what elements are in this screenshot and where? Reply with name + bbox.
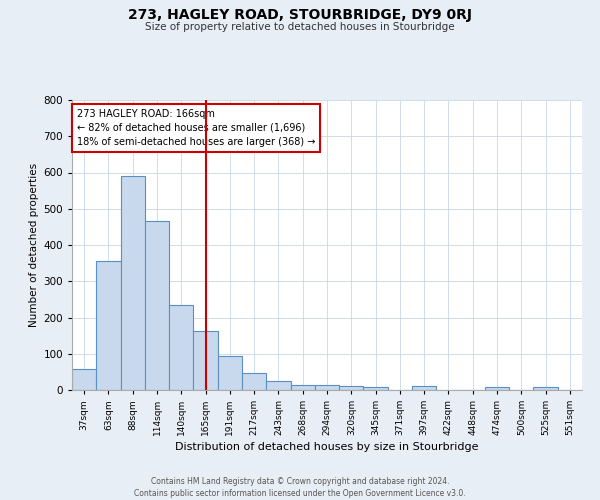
Bar xyxy=(485,387,509,390)
Bar xyxy=(218,356,242,390)
Bar xyxy=(193,332,218,390)
Bar xyxy=(364,388,388,390)
Text: Size of property relative to detached houses in Stourbridge: Size of property relative to detached ho… xyxy=(145,22,455,32)
Bar xyxy=(315,384,339,390)
Bar xyxy=(169,305,193,390)
Bar xyxy=(96,262,121,390)
Bar xyxy=(72,370,96,390)
Bar xyxy=(242,373,266,390)
Bar xyxy=(145,222,169,390)
Bar xyxy=(412,386,436,390)
Bar xyxy=(121,176,145,390)
Text: 273, HAGLEY ROAD, STOURBRIDGE, DY9 0RJ: 273, HAGLEY ROAD, STOURBRIDGE, DY9 0RJ xyxy=(128,8,472,22)
Bar xyxy=(533,387,558,390)
Text: Contains HM Land Registry data © Crown copyright and database right 2024.
Contai: Contains HM Land Registry data © Crown c… xyxy=(134,476,466,498)
Text: 273 HAGLEY ROAD: 166sqm
← 82% of detached houses are smaller (1,696)
18% of semi: 273 HAGLEY ROAD: 166sqm ← 82% of detache… xyxy=(77,108,316,146)
Bar xyxy=(339,386,364,390)
Bar xyxy=(290,384,315,390)
Text: Distribution of detached houses by size in Stourbridge: Distribution of detached houses by size … xyxy=(175,442,479,452)
Y-axis label: Number of detached properties: Number of detached properties xyxy=(29,163,39,327)
Bar xyxy=(266,381,290,390)
